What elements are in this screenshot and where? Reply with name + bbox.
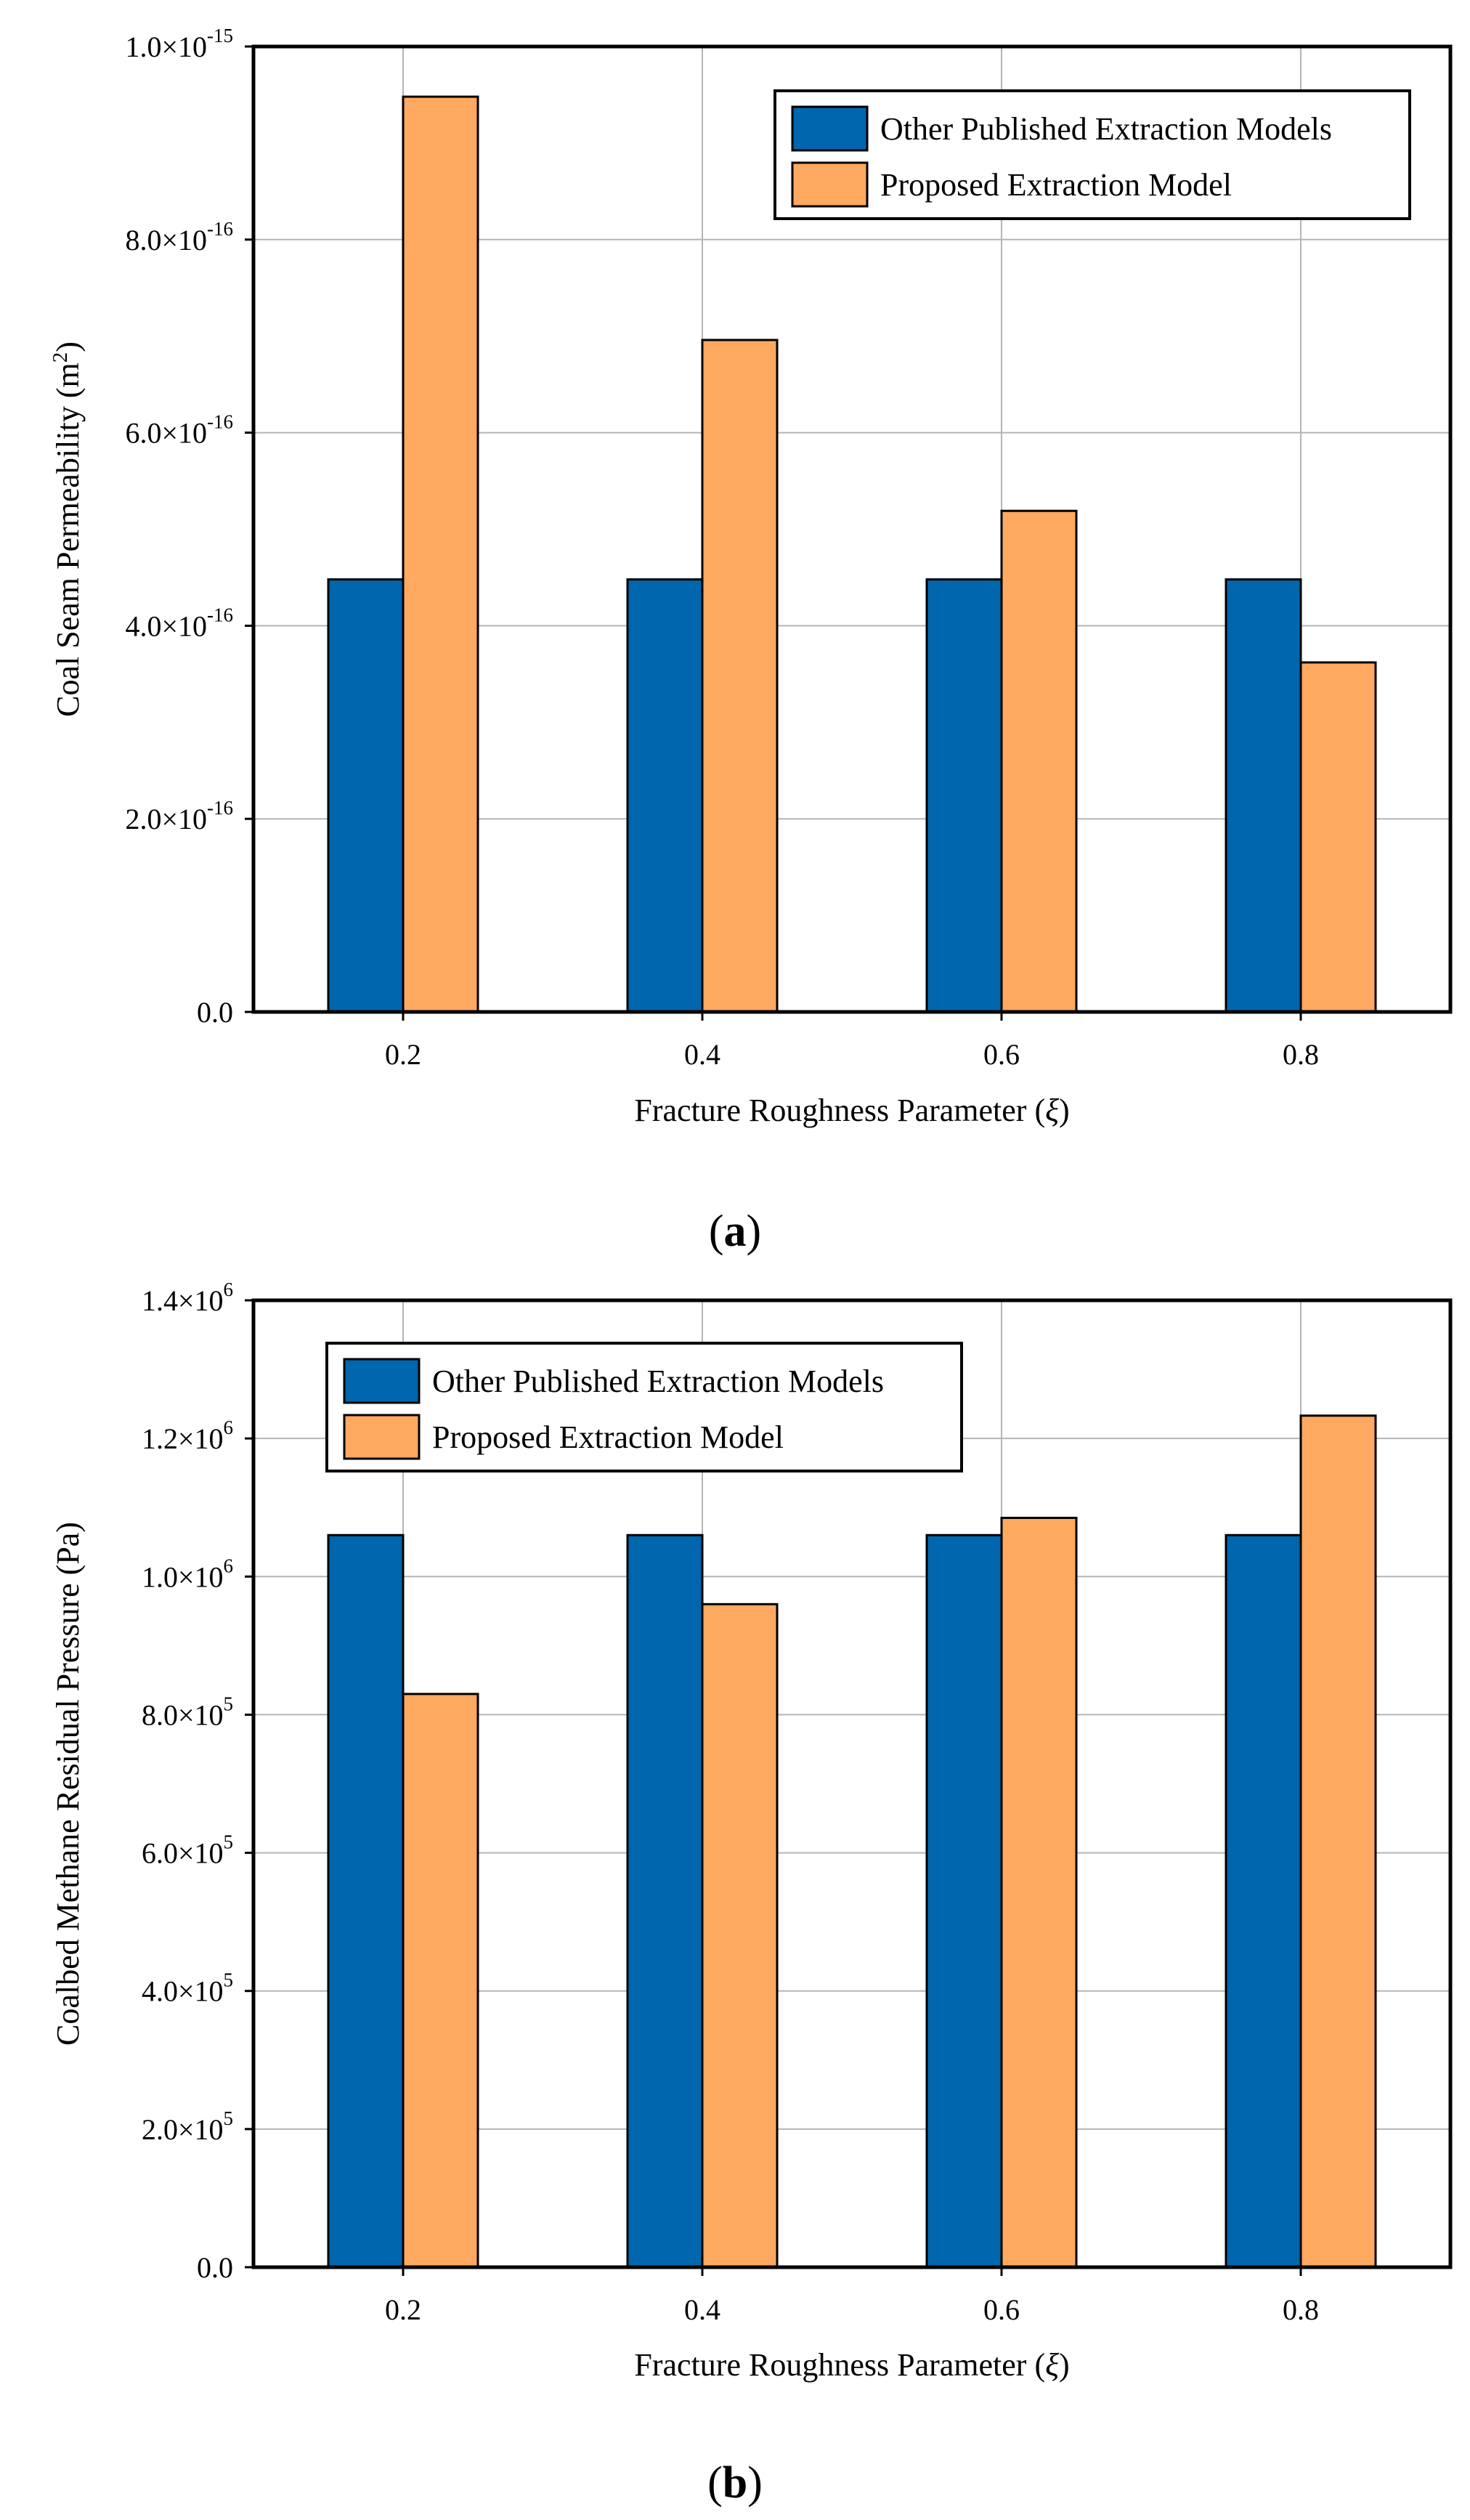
bar-other-models-0.6: [925, 1534, 1003, 2269]
y-axis-title: Coal Seam Permeability (m2): [49, 341, 86, 717]
bar-other-models-0.4: [626, 578, 704, 1013]
chart-panel-a: 0.0 2.0×10-16 4.0×10-16 6.0×10-16 8.0×10-16 1…: [49, 25, 1453, 1256]
y-tick-label: 1.0×106: [142, 1555, 233, 1593]
bar-proposed-model-0.8: [1299, 661, 1377, 1013]
legend-label-proposed-model: Proposed Extraction Model: [880, 167, 1232, 203]
legend-label-other-models: Other Published Extraction Models: [432, 1364, 884, 1399]
bar-proposed-model-0.4: [701, 339, 779, 1013]
legend-swatch-other-models: [791, 105, 869, 152]
legend-box: [325, 1342, 963, 1472]
x-axis-title: Fracture Roughness Parameter (ξ): [634, 2347, 1069, 2383]
legend: Other Published Extraction Models Propos…: [325, 1342, 963, 1472]
y-axis-ticks: 0.0 2.0×10-16 4.0×10-16 6.0×10-16 8.0×10-16 1…: [125, 25, 253, 1029]
y-tick-label: 4.0×10-16: [125, 604, 233, 642]
x-axis-ticks: 0.2 0.4 0.6 0.8: [385, 1012, 1319, 1071]
x-tick-label: 0.6: [983, 1038, 1020, 1071]
legend: Other Published Extraction Models Propos…: [773, 89, 1411, 220]
legend-swatch-other-models: [343, 1358, 421, 1404]
panel-label-a: (a): [709, 1207, 761, 1256]
legend-box: [773, 89, 1411, 220]
x-tick-label: 0.2: [385, 1038, 421, 1071]
y-tick-label: 2.0×105: [142, 2107, 233, 2146]
y-tick-label: 6.0×10-16: [125, 411, 233, 450]
panel-label-b: (b): [707, 2458, 763, 2508]
legend-label-other-models: Other Published Extraction Models: [880, 111, 1332, 147]
y-tick-label: 6.0×105: [142, 1831, 233, 1870]
bars: [327, 95, 1377, 1013]
x-tick-label: 0.8: [1283, 2293, 1319, 2326]
x-axis-title: Fracture Roughness Parameter (ξ): [634, 1093, 1069, 1128]
x-tick-label: 0.4: [684, 2293, 720, 2326]
y-tick-label: 0.0: [197, 2251, 233, 2284]
y-tick-label: 4.0×105: [142, 1969, 233, 2008]
y-tick-label: 0.0: [197, 996, 233, 1029]
legend-swatch-proposed-model: [343, 1414, 421, 1460]
bar-other-models-0.6: [925, 578, 1003, 1013]
plot-frame: [251, 1298, 1453, 2269]
bar-other-models-0.8: [1225, 1534, 1302, 2269]
y-tick-label: 1.2×106: [142, 1417, 233, 1455]
y-axis-title: Coalbed Methane Residual Pressure (Pa): [50, 1522, 86, 2046]
x-axis-ticks: 0.2 0.4 0.6 0.8: [385, 2267, 1319, 2326]
bars: [327, 1414, 1377, 2269]
bar-other-models-0.4: [626, 1534, 704, 2269]
plot-frame: [251, 44, 1453, 1014]
bar-proposed-model-0.2: [402, 95, 479, 1013]
legend-swatch-proposed-model: [791, 161, 869, 208]
y-tick-label: 1.4×106: [142, 1279, 233, 1317]
bar-other-models-0.2: [327, 578, 405, 1013]
bar-proposed-model-0.4: [701, 1603, 779, 2269]
x-tick-label: 0.2: [385, 2293, 421, 2326]
bar-proposed-model-0.6: [1000, 1516, 1078, 2269]
legend-label-proposed-model: Proposed Extraction Model: [432, 1419, 784, 1455]
y-tick-label: 2.0×10-16: [125, 797, 233, 835]
bar-proposed-model-0.2: [402, 1693, 479, 2269]
bar-proposed-model-0.6: [1000, 509, 1078, 1013]
y-tick-label: 8.0×10-16: [125, 218, 233, 256]
bar-proposed-model-0.8: [1299, 1414, 1377, 2269]
y-tick-label: 8.0×105: [142, 1693, 233, 1731]
y-axis-ticks: 0.0 2.0×105 4.0×105 6.0×105 8.0×105 1.0×106 1.…: [142, 1279, 253, 2284]
bar-other-models-0.8: [1225, 578, 1302, 1013]
x-tick-label: 0.4: [684, 1038, 720, 1071]
x-tick-label: 0.8: [1283, 1038, 1319, 1071]
y-tick-label: 1.0×10-15: [125, 25, 233, 63]
bar-other-models-0.2: [327, 1534, 405, 2269]
x-tick-label: 0.6: [983, 2293, 1020, 2326]
chart-panel-b: 0.0 2.0×105 4.0×105 6.0×105 8.0×105 1.0×106 1.…: [50, 1279, 1453, 2508]
